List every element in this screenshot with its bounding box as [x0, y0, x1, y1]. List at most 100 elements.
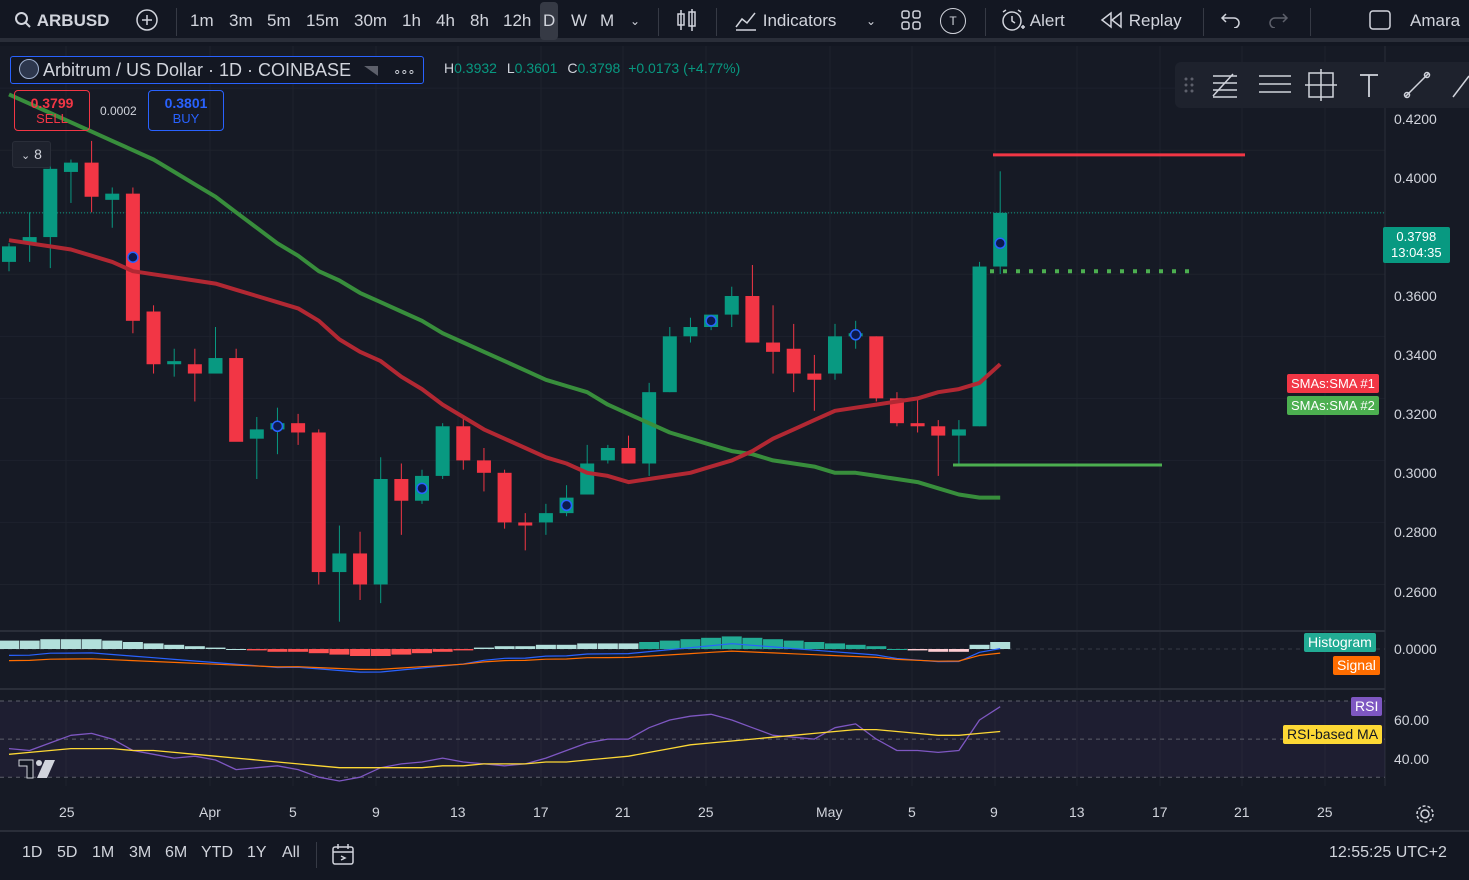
- symbol-search[interactable]: ARBUSD: [14, 0, 109, 42]
- date-label: 25: [59, 804, 75, 820]
- text-tool-icon[interactable]: [1360, 74, 1378, 97]
- tf-5m[interactable]: 5m: [267, 11, 291, 30]
- timeframe-chevron-down-icon[interactable]: ⌄: [630, 14, 641, 28]
- drag-handle-icon[interactable]: [1184, 77, 1194, 93]
- histogram-bar: [680, 639, 701, 649]
- price-chart[interactable]: [0, 46, 1469, 880]
- date-label: 17: [1152, 804, 1168, 820]
- compare-add-button[interactable]: [135, 0, 159, 42]
- histogram-bar: [143, 643, 164, 649]
- price-label: 0.4000: [1394, 170, 1437, 186]
- tf-8h[interactable]: 8h: [470, 11, 489, 30]
- indicators-collapse-button[interactable]: ⌄ 8: [12, 141, 51, 168]
- histogram-bar: [267, 649, 288, 652]
- divider: [316, 842, 317, 868]
- histogram-bar: [535, 644, 556, 649]
- user-name[interactable]: Amara: [1410, 11, 1461, 30]
- range-ytd[interactable]: YTD: [201, 844, 233, 861]
- layouts-button[interactable]: [900, 0, 922, 42]
- chart-type-button[interactable]: [676, 0, 698, 42]
- histogram-bar: [473, 647, 494, 649]
- template-badge: T: [940, 8, 966, 34]
- template-button[interactable]: T: [940, 0, 966, 42]
- horizontal-lines-icon[interactable]: [1259, 75, 1291, 93]
- measure-icon[interactable]: [1305, 69, 1337, 101]
- candle: [497, 472, 512, 523]
- date-label: 5: [289, 804, 297, 820]
- close-key: C: [567, 60, 578, 76]
- tradingview-logo-icon[interactable]: [18, 757, 58, 781]
- histogram-bar: [597, 643, 618, 649]
- legend-title: Arbitrum / US Dollar · 1D · COINBASE: [43, 60, 352, 80]
- sma2-tag: SMAs:SMA #2: [1287, 396, 1379, 415]
- flag-icon[interactable]: [364, 66, 379, 76]
- settings-gear-icon[interactable]: [1415, 804, 1435, 824]
- indicators-button[interactable]: Indicators: [734, 0, 836, 42]
- date-label: 9: [372, 804, 380, 820]
- change-value: +0.0173 (+4.77%): [628, 60, 741, 76]
- range-all[interactable]: All: [282, 844, 300, 861]
- macd-zero-label: 0.0000: [1394, 641, 1437, 657]
- trend-line-icon[interactable]: [1403, 71, 1431, 99]
- candle: [538, 513, 553, 523]
- fib-retracement-icon[interactable]: [1212, 73, 1237, 98]
- histogram-bar: [659, 640, 680, 649]
- range-1d[interactable]: 1D: [22, 844, 43, 861]
- redo-button[interactable]: [1267, 0, 1289, 42]
- alert-button[interactable]: Alert: [1000, 0, 1065, 42]
- indicators-chevron-down-icon[interactable]: ⌄: [866, 14, 877, 28]
- divider: [1310, 8, 1311, 36]
- rsi-line: [8, 706, 1001, 782]
- rsi-60-label: 60.00: [1394, 712, 1430, 728]
- range-1m[interactable]: 1M: [92, 844, 115, 861]
- search-icon: [15, 12, 31, 28]
- sell-button[interactable]: 0.3799 SELL: [14, 90, 90, 131]
- tf-30m[interactable]: 30m: [354, 11, 388, 30]
- undo-button[interactable]: [1220, 0, 1242, 42]
- tf-1h[interactable]: 1h: [402, 11, 421, 30]
- histogram-bar: [19, 640, 40, 649]
- go-to-date-icon[interactable]: [331, 843, 357, 867]
- range-5d[interactable]: 5D: [57, 844, 78, 861]
- tf-4h[interactable]: 4h: [436, 11, 455, 30]
- tf-d[interactable]: D: [540, 2, 559, 40]
- histogram-bar: [763, 639, 784, 649]
- histogram-bar: [184, 646, 205, 649]
- fullscreen-button[interactable]: [1368, 0, 1392, 42]
- redo-icon: [1269, 13, 1289, 29]
- range-6m[interactable]: 6M: [165, 844, 188, 861]
- tf-1m[interactable]: 1m: [190, 11, 214, 30]
- brush-icon[interactable]: [1452, 75, 1469, 98]
- spread-value: 0.0002: [100, 104, 137, 118]
- clock-timezone[interactable]: 12:55:25 UTC+2: [1329, 844, 1447, 861]
- date-label: 25: [698, 804, 714, 820]
- tf-12h[interactable]: 12h: [503, 11, 532, 30]
- tf-15m[interactable]: 15m: [306, 11, 340, 30]
- rewind-icon: [1100, 11, 1122, 29]
- arbitrum-logo-icon: [19, 59, 39, 79]
- legend-more-icon[interactable]: ∘∘∘: [393, 64, 415, 79]
- tf-m[interactable]: M: [600, 11, 615, 30]
- candle: [724, 296, 739, 315]
- candle: [291, 423, 306, 433]
- alert-label: Alert: [1029, 11, 1065, 30]
- buy-button[interactable]: 0.3801 BUY: [148, 90, 224, 131]
- histogram-tag: Histogram: [1304, 633, 1376, 652]
- symbol-legend[interactable]: Arbitrum / US Dollar · 1D · COINBASE ∘∘∘: [10, 56, 424, 84]
- date-label: 17: [533, 804, 549, 820]
- replay-button[interactable]: Replay: [1100, 0, 1182, 42]
- date-label: 13: [1069, 804, 1085, 820]
- candle: [167, 361, 182, 365]
- bar-countdown: 13:04:35: [1391, 245, 1442, 260]
- divider: [658, 8, 659, 36]
- event-marker: [127, 251, 139, 263]
- sell-label: SELL: [36, 111, 68, 126]
- range-3m[interactable]: 3M: [129, 844, 152, 861]
- date-label: 21: [1234, 804, 1250, 820]
- candle: [807, 373, 822, 380]
- tf-w[interactable]: W: [571, 11, 588, 30]
- histogram-bar: [639, 642, 660, 649]
- histogram-bar: [453, 649, 474, 651]
- tf-3m[interactable]: 3m: [229, 11, 253, 30]
- range-1y[interactable]: 1Y: [247, 844, 267, 861]
